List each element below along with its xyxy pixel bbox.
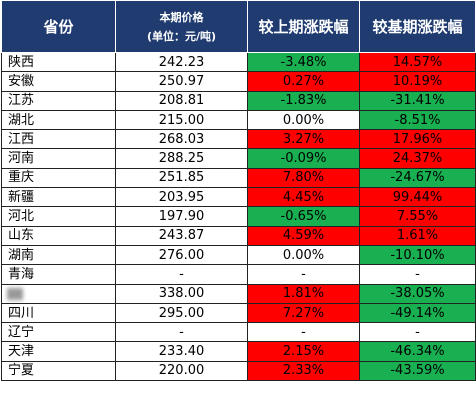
cell-mom-change: 3.27% xyxy=(247,129,360,150)
cell-mom-change: 4.45% xyxy=(247,187,360,208)
cell-price: 288.25 xyxy=(115,148,248,169)
cell-yoy-change: 24.37% xyxy=(359,148,476,169)
table-row: 江西 268.03 3.27% 17.96% xyxy=(1,129,476,150)
cell-price: 268.03 xyxy=(115,129,248,150)
table-row: 山东 243.87 4.59% 1.61% xyxy=(1,225,476,246)
cell-province: 安徽 xyxy=(1,71,116,92)
cell-mom-change: - xyxy=(247,264,360,285)
cell-mom-change: 2.15% xyxy=(247,341,360,362)
cell-price: 242.23 xyxy=(115,51,248,73)
cell-yoy-change: -10.10% xyxy=(359,244,476,266)
table-row: 新疆 203.95 4.45% 99.44% xyxy=(1,187,476,208)
cell-price: 233.40 xyxy=(115,341,248,362)
cell-yoy-change: -8.51% xyxy=(359,109,476,131)
cell-mom-change: 0.27% xyxy=(247,71,360,92)
cell-mom-change: 0.00% xyxy=(247,244,360,266)
cell-yoy-change: -31.41% xyxy=(359,90,476,111)
cell-yoy-change: -46.34% xyxy=(359,341,476,362)
cell-price: 276.00 xyxy=(115,244,248,266)
table-row: 天津 233.40 2.15% -46.34% xyxy=(1,341,476,362)
cell-yoy-change: 99.44% xyxy=(359,187,476,208)
table-row: 辽宁 - - - xyxy=(1,322,476,343)
cell-province: 河北 xyxy=(1,206,116,227)
cell-price: - xyxy=(115,264,248,285)
cell-yoy-change: 14.57% xyxy=(359,51,476,73)
cell-price: 243.87 xyxy=(115,225,248,246)
cell-yoy-change: -43.59% xyxy=(359,360,476,382)
cell-mom-change: 4.59% xyxy=(247,225,360,246)
header-price: 本期价格 (单位：元/吨) xyxy=(115,0,248,53)
cell-province xyxy=(1,283,116,304)
header-price-line2: (单位：元/吨) xyxy=(146,29,217,43)
cell-yoy-change: -49.14% xyxy=(359,302,476,324)
cell-yoy-change: 7.55% xyxy=(359,206,476,227)
table-row: 河北 197.90 -0.65% 7.55% xyxy=(1,206,476,227)
cell-mom-change: 0.00% xyxy=(247,109,360,131)
cell-price: 250.97 xyxy=(115,71,248,92)
cell-province: 山东 xyxy=(1,225,116,246)
table-row: 四川 295.00 7.27% -49.14% xyxy=(1,302,476,324)
cell-price: 203.95 xyxy=(115,187,248,208)
cell-province: 新疆 xyxy=(1,187,116,208)
cell-mom-change: 7.27% xyxy=(247,302,360,324)
cell-province: 宁夏 xyxy=(1,360,116,382)
cell-mom-change: -1.83% xyxy=(247,90,360,111)
cell-price: 208.81 xyxy=(115,90,248,111)
table-body: 陕西 242.23 -3.48% 14.57% 安徽 250.97 0.27% 10.19% 江… xyxy=(1,51,476,382)
table-row: 湖南 276.00 0.00% -10.10% xyxy=(1,244,476,266)
header-province: 省份 xyxy=(1,0,116,53)
cell-yoy-change: - xyxy=(359,264,476,285)
cell-mom-change: -0.09% xyxy=(247,148,360,169)
cell-mom-change: 1.81% xyxy=(247,283,360,304)
header-mom-change: 较上期涨跌幅 xyxy=(247,0,360,53)
table-row: 重庆 251.85 7.80% -24.67% xyxy=(1,167,476,189)
header-yoy-change: 较基期涨跌幅 xyxy=(359,0,476,53)
table-row: 宁夏 220.00 2.33% -43.59% xyxy=(1,360,476,382)
cell-mom-change: -0.65% xyxy=(247,206,360,227)
table-header-row: 省份 本期价格 (单位：元/吨) 较上期涨跌幅 较基期涨跌幅 xyxy=(1,0,476,53)
table-row: 陕西 242.23 -3.48% 14.57% xyxy=(1,51,476,73)
cell-province: 四川 xyxy=(1,302,116,324)
table-row: 湖北 215.00 0.00% -8.51% xyxy=(1,109,476,131)
cell-price: 338.00 xyxy=(115,283,248,304)
cell-province: 河南 xyxy=(1,148,116,169)
cell-price: 220.00 xyxy=(115,360,248,382)
header-price-line1: 本期价格 xyxy=(159,10,204,24)
cell-province: 湖北 xyxy=(1,109,116,131)
cell-price: - xyxy=(115,322,248,343)
cell-price: 251.85 xyxy=(115,167,248,189)
table-row: 338.00 1.81% -38.05% xyxy=(1,283,476,304)
table-row: 安徽 250.97 0.27% 10.19% xyxy=(1,71,476,92)
cell-province: 江苏 xyxy=(1,90,116,111)
price-change-table: 省份 本期价格 (单位：元/吨) 较上期涨跌幅 较基期涨跌幅 陕西 242.23-… xyxy=(1,0,476,382)
cell-price: 295.00 xyxy=(115,302,248,324)
cell-yoy-change: 1.61% xyxy=(359,225,476,246)
cell-province: 天津 xyxy=(1,341,116,362)
cell-mom-change: -3.48% xyxy=(247,51,360,73)
cell-province: 辽宁 xyxy=(1,322,116,343)
cell-mom-change: - xyxy=(247,322,360,343)
table-row: 青海 - - - xyxy=(1,264,476,285)
table-row: 河南 288.25 -0.09% 24.37% xyxy=(1,148,476,169)
table-row: 江苏 208.81 -1.83% -31.41% xyxy=(1,90,476,111)
cell-province: 重庆 xyxy=(1,167,116,189)
cell-province: 湖南 xyxy=(1,244,116,266)
cell-mom-change: 7.80% xyxy=(247,167,360,189)
cell-yoy-change: -38.05% xyxy=(359,283,476,304)
cell-price: 215.00 xyxy=(115,109,248,131)
obscured-province-name xyxy=(8,288,22,300)
cell-province: 青海 xyxy=(1,264,116,285)
cell-yoy-change: 10.19% xyxy=(359,71,476,92)
cell-yoy-change: -24.67% xyxy=(359,167,476,189)
cell-yoy-change: 17.96% xyxy=(359,129,476,150)
cell-province: 陕西 xyxy=(1,51,116,73)
cell-province: 江西 xyxy=(1,129,116,150)
cell-price: 197.90 xyxy=(115,206,248,227)
cell-yoy-change: - xyxy=(359,322,476,343)
cell-mom-change: 2.33% xyxy=(247,360,360,382)
